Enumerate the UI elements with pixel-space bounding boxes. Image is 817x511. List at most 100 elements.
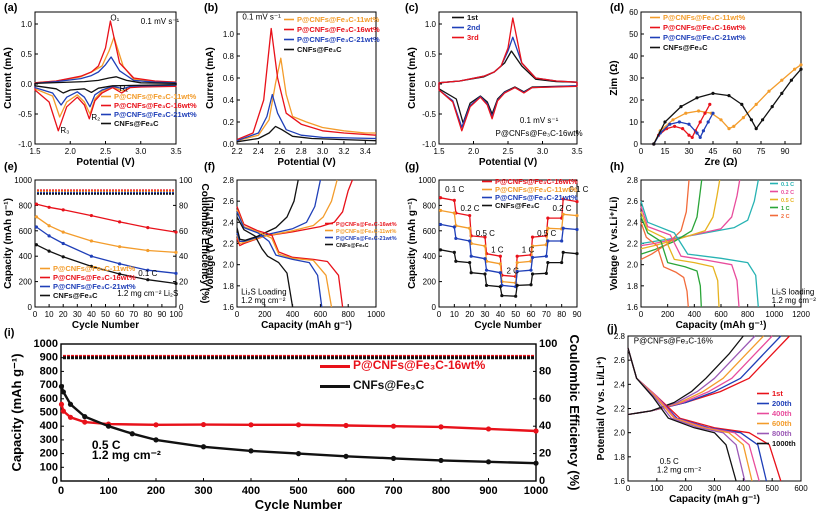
y-tick-label-i: 100: [40, 461, 58, 473]
data-point-d: [711, 91, 715, 95]
data-point-d: [708, 102, 712, 106]
legend-label-j: 800th: [772, 429, 792, 438]
data-point-e: [61, 255, 65, 259]
data-point-e: [89, 254, 93, 258]
y-tick-label-j: 2.2: [614, 405, 626, 414]
x-tick-label-c: 2.5: [502, 147, 514, 156]
data-point-d: [697, 109, 701, 113]
annotation-j: P@CNFs@Fe₃C-16%: [634, 336, 713, 345]
data-point-i: [390, 455, 397, 461]
y2-tick-label-e: 80: [179, 201, 188, 210]
data-point-i: [438, 457, 444, 464]
x-tick-label-j: 600: [794, 484, 808, 493]
data-point-i: [200, 444, 207, 450]
x-axis-label-d: Zre (Ω): [704, 157, 737, 168]
x-tick-label-b: 2.6: [274, 147, 286, 156]
data-point-g: [546, 216, 550, 220]
y-tick-label-i: 300: [40, 434, 58, 446]
y-tick-label-b: 0.0: [223, 140, 235, 149]
y2-tick-label-i: 20: [539, 448, 551, 460]
data-point-g: [468, 226, 472, 230]
y-tick-label-d: 30: [629, 74, 638, 83]
series-line-c-2: [438, 17, 578, 132]
y-axis-label-c: Current (mA): [407, 47, 418, 109]
panel-f: (f) 0 200 400 600 800 1000 1.6 1.8 2.0 2.2 2.4 2.6 2.…: [204, 161, 397, 331]
x-tick-label-i: 100: [99, 485, 117, 497]
data-point-g: [438, 248, 443, 252]
y-tick-label-b: 1.0: [223, 30, 235, 39]
data-point-i: [248, 422, 254, 428]
series-line-e-0: [36, 216, 177, 254]
data-point-d: [698, 120, 702, 124]
data-point-d: [668, 122, 672, 126]
x-tick-label-i: 700: [384, 485, 402, 497]
series-line-a-3: [34, 76, 177, 94]
data-point-i: [82, 414, 88, 420]
y-tick-label-c: 1.0: [425, 20, 437, 29]
legend-label-g: CNFs@Fe₃C: [495, 201, 540, 210]
x-tick-label-d: 60: [733, 147, 742, 156]
data-point-d: [687, 133, 691, 137]
x-tick-label-e: 30: [73, 310, 82, 319]
panel-label-b: (b): [204, 2, 218, 14]
legend-label-h: 0.1 C: [781, 182, 794, 188]
series-line-j-6: [627, 347, 782, 482]
series-line-f-6: [236, 211, 323, 308]
data-point-i: [390, 423, 397, 429]
data-point-i: [67, 414, 74, 420]
series-line-f-3: [236, 179, 299, 241]
legend-label-c: 1st: [467, 13, 478, 22]
data-point-d: [740, 102, 744, 106]
data-point-g: [561, 197, 565, 201]
data-point-i: [58, 383, 65, 390]
data-point-i: [248, 448, 254, 454]
series-line-e-1: [36, 203, 177, 233]
data-point-e: [61, 230, 65, 234]
y-tick-label-a: -1.0: [18, 140, 32, 149]
series-line-d-3: [653, 68, 802, 145]
legend-label-b: P@CNFs@Fe₃C-21wt%: [297, 35, 380, 44]
x-tick-label-e: 20: [59, 310, 68, 319]
legend-label-e: P@CNFs@Fe₃C-21wt%: [53, 282, 136, 291]
x-axis-label-j: Capacity (mAh g⁻¹): [669, 494, 760, 505]
data-point-d: [711, 111, 715, 115]
series-line-j-5: [627, 335, 744, 416]
series-line-f-2: [236, 179, 322, 243]
x-tick-label-d: 15: [661, 147, 670, 156]
data-point-g: [452, 211, 456, 215]
data-point-g: [544, 271, 548, 275]
legend-label-a: P@CNFs@Fe₃C-16wt%: [114, 101, 197, 110]
data-point-g: [561, 250, 565, 254]
x-tick-label-i: 400: [242, 485, 260, 497]
data-point-e: [174, 230, 178, 234]
series-line-h-9: [640, 222, 689, 308]
y-tick-label-h: 1.8: [627, 282, 639, 291]
data-point-d: [652, 142, 656, 146]
x-tick-label-c: 3.5: [571, 147, 583, 156]
data-point-i: [58, 401, 65, 407]
legend-label-d: CNFs@Fe₃C: [663, 43, 708, 52]
panel-h: (h) 0 200 400 600 800 1000 1200 1.6 1.8 2.0 2.2 2.4 2…: [609, 161, 816, 331]
y2-axis-label-e: Coulombic Efficiency (%): [199, 183, 210, 303]
x-tick-label-h: 200: [661, 310, 675, 319]
series-line-g-0: [440, 197, 578, 278]
data-point-e: [146, 248, 150, 253]
data-point-g: [561, 212, 565, 216]
plot-frame-g: [438, 179, 578, 308]
y-tick-label-b: 0.6: [223, 74, 235, 83]
y-tick-label-h: 2.2: [627, 240, 639, 249]
panel-b: (b) 2.2 2.4 2.6 2.8 3.0 3.2 3.4 0.0 0.2 0.4 0.6 0.8 1…: [204, 2, 380, 168]
y-tick-label-g: 400: [423, 252, 437, 261]
legend-label-j: 200th: [772, 399, 792, 408]
data-point-e: [89, 213, 93, 218]
x-tick-label-h: 800: [741, 310, 755, 319]
x-axis-label-g: Cycle Number: [474, 320, 541, 331]
data-point-i: [438, 424, 444, 430]
y2-tick-label-i: 80: [539, 365, 551, 377]
data-point-g: [498, 285, 502, 289]
data-point-g: [469, 254, 473, 258]
data-point-g: [529, 268, 533, 272]
legend-label-i: P@CNFs@Fe₃C-16wt%: [353, 358, 486, 372]
data-point-d: [703, 111, 707, 115]
